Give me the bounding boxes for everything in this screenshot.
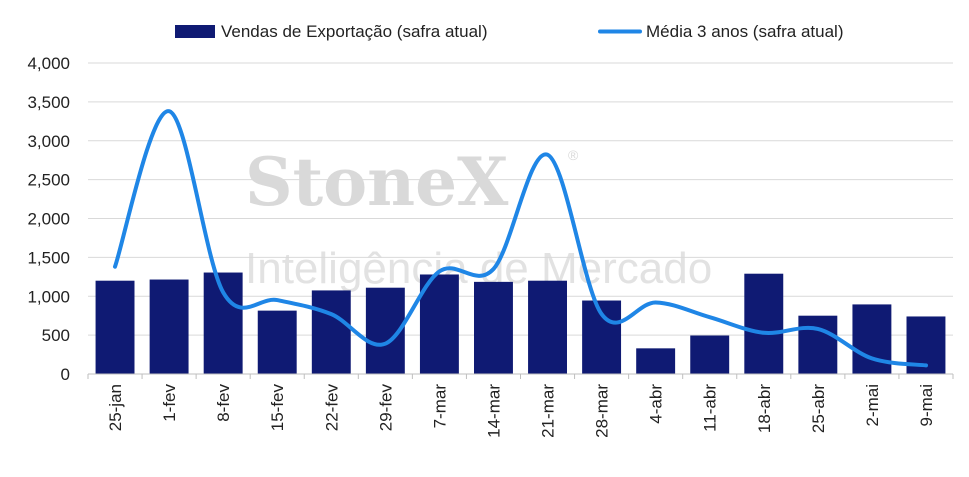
y-tick-label: 500 [42, 326, 70, 345]
y-tick-label: 4,000 [27, 54, 70, 73]
y-tick-label: 1,500 [27, 248, 70, 267]
x-tick-label: 14-mar [484, 384, 503, 438]
legend-label-bars: Vendas de Exportação (safra atual) [221, 22, 488, 41]
y-tick-label: 1,000 [27, 287, 70, 306]
bar [419, 274, 459, 374]
bar [149, 279, 189, 374]
x-tick-label: 29-fev [376, 384, 395, 432]
legend-label-line: Média 3 anos (safra atual) [646, 22, 844, 41]
x-tick-label: 4-abr [647, 384, 666, 424]
bar [95, 280, 135, 374]
x-tick-label: 2-mai [863, 384, 882, 427]
bar [257, 310, 297, 374]
x-tick-label: 11-abr [701, 384, 720, 432]
bar [798, 315, 838, 374]
x-tick-label: 8-fev [214, 384, 233, 422]
x-tick-label: 9-mai [917, 384, 936, 427]
x-tick-label: 1-fev [160, 384, 179, 422]
line-series [113, 109, 928, 368]
bar [636, 348, 676, 374]
x-tick-label: 18-abr [755, 384, 774, 433]
bar [311, 290, 351, 374]
watermark-registered-mark: ® [568, 147, 579, 163]
bar [203, 272, 243, 374]
y-tick-label: 0 [61, 365, 70, 384]
bar [474, 281, 513, 374]
x-tick-label: 15-fev [268, 384, 287, 432]
legend-swatch-bars [175, 25, 215, 38]
legend: Vendas de Exportação (safra atual) Média… [175, 22, 844, 41]
x-tick-label: 25-jan [106, 384, 125, 431]
x-tick-label: 22-fev [322, 384, 341, 432]
watermark-brand: StoneX [245, 143, 509, 221]
y-tick-label: 3,000 [27, 132, 70, 151]
bar [528, 280, 567, 374]
gridlines [88, 62, 953, 336]
x-tick-label: 25-abr [809, 384, 828, 433]
y-tick-label: 3,500 [27, 93, 70, 112]
x-tick-label: 21-mar [539, 384, 558, 438]
x-tick-label: 7-mar [430, 384, 449, 429]
axes: 0 500 1,000 1,500 2,000 2,500 3,000 3,500 4,000 2… [27, 54, 954, 438]
y-tick-label: 2,000 [27, 210, 70, 229]
bar [690, 335, 730, 374]
bar [744, 273, 784, 374]
y-tick-label: 2,500 [27, 171, 70, 190]
x-tick-label: 28-mar [593, 384, 612, 438]
